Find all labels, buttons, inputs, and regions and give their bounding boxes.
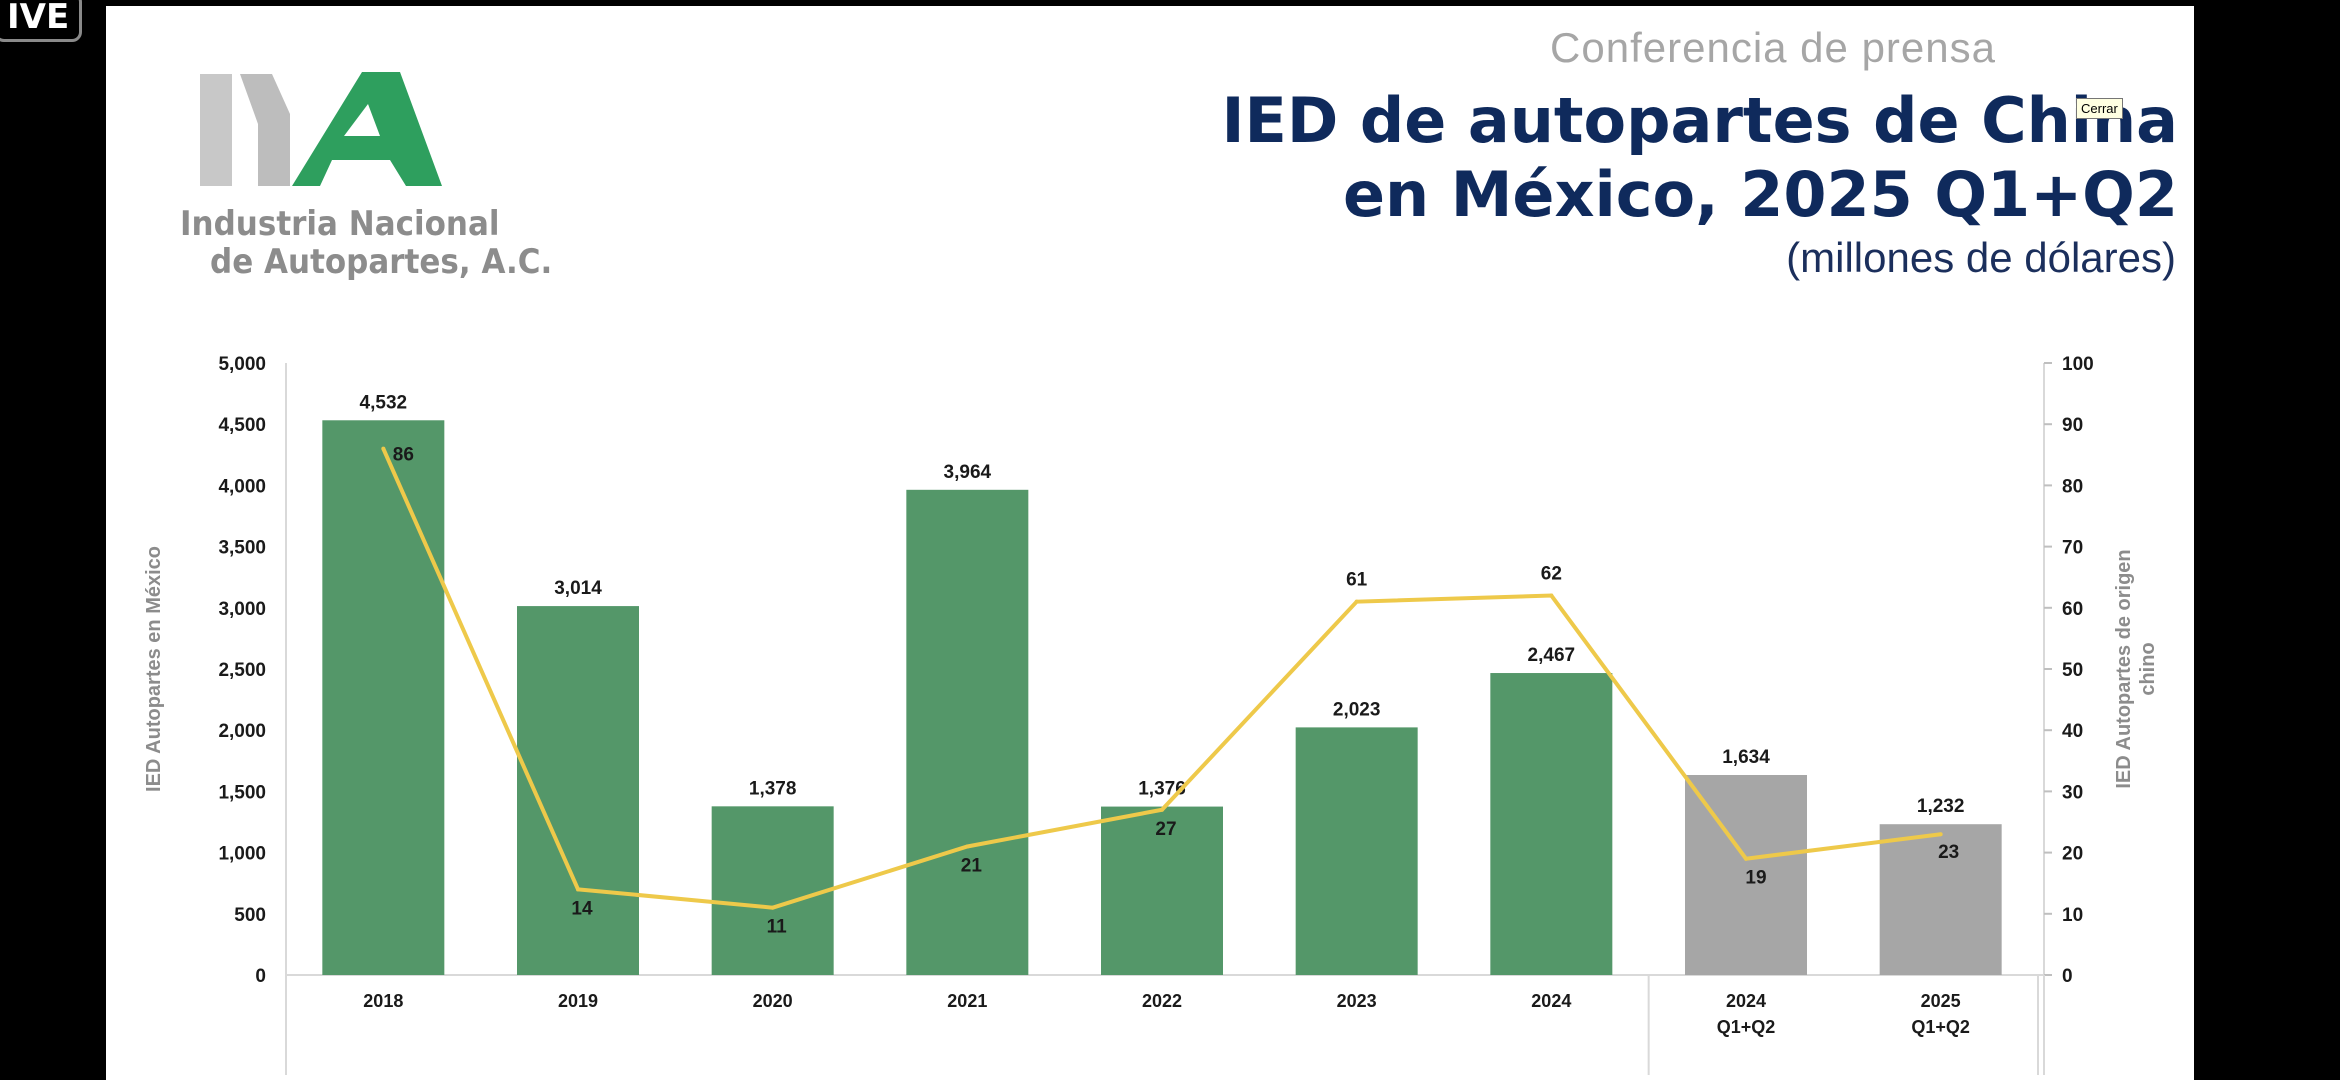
bar-value-label: 4,532 [360, 392, 408, 413]
y2-axis-title-line: IED Autopartes de origen [2113, 549, 2135, 788]
units-label: (millones de dólares) [1786, 234, 2176, 281]
bar [711, 806, 834, 975]
y-tick-label: 4,500 [218, 415, 266, 436]
bar-value-label: 3,014 [554, 578, 602, 599]
bar-value-label: 2,467 [1528, 645, 1576, 666]
line-value-label: 62 [1541, 564, 1562, 585]
line-point [965, 844, 970, 849]
slide-title-line2: en México, 2025 Q1+Q2 [1342, 158, 2178, 231]
line-value-label: 21 [961, 855, 983, 876]
line-point [1354, 599, 1359, 604]
x-tick-label: 2020 [753, 991, 793, 1011]
bar-value-label: 3,964 [944, 462, 992, 483]
y-tick-label: 500 [234, 905, 266, 926]
bar [1490, 673, 1613, 975]
y2-axis-title-line: chino [2137, 642, 2159, 695]
y2-tick-label: 50 [2062, 660, 2083, 681]
y-tick-label: 1,000 [218, 844, 266, 865]
y2-tick-label: 20 [2062, 844, 2083, 865]
x-tick-label: Q1+Q2 [1717, 1017, 1776, 1037]
y-tick-label: 3,000 [218, 599, 266, 620]
line-point [1549, 593, 1554, 598]
bar-value-label: 2,023 [1333, 699, 1381, 720]
y-axis-title: IED Autopartes en México [143, 546, 165, 792]
presentation-slide: Industria Nacional de Autopartes, A.C. C… [106, 6, 2194, 1080]
y2-tick-label: 70 [2062, 538, 2083, 559]
x-tick-label: Q1+Q2 [1911, 1017, 1970, 1037]
line-value-label: 23 [1938, 842, 1959, 863]
bar [1685, 774, 1807, 975]
line-value-label: 19 [1745, 868, 1766, 889]
x-tick-label: 2018 [363, 991, 403, 1011]
ina-logo: Industria Nacional de Autopartes, A.C. [180, 64, 620, 294]
x-tick-label: 2024 [1531, 991, 1571, 1011]
y2-tick-label: 10 [2062, 905, 2083, 926]
y2-tick-label: 30 [2062, 782, 2083, 803]
bar [1879, 824, 2002, 975]
x-tick-label: 2024 [1726, 991, 1766, 1011]
x-tick-label: 2021 [947, 991, 987, 1011]
ina-logo-mark [200, 72, 442, 186]
bar [517, 606, 639, 975]
y2-tick-label: 100 [2062, 354, 2094, 375]
y2-tick-label: 80 [2062, 476, 2083, 497]
line-point [576, 887, 580, 892]
line-point [1160, 807, 1164, 812]
slide-title-line1: IED de autopartes de China [1221, 84, 2178, 157]
fdi-chart: 05001,0001,5002,0002,5003,0003,5004,0004… [143, 354, 2159, 1075]
line-point [770, 905, 775, 910]
line-value-label: 14 [571, 898, 593, 919]
x-tick-label: 2022 [1142, 991, 1182, 1011]
y-tick-label: 1,500 [218, 782, 266, 803]
line-point [1744, 856, 1748, 861]
y2-tick-label: 60 [2062, 599, 2083, 620]
slide-subtitle: Conferencia de prensa [1550, 24, 1996, 71]
bar [1295, 727, 1418, 975]
close-tooltip: Cerrar [2076, 98, 2123, 119]
bar-value-label: 1,232 [1917, 796, 1965, 817]
line-value-label: 61 [1346, 570, 1368, 591]
live-badge: IVE [0, 0, 83, 42]
y2-tick-label: 40 [2062, 721, 2083, 742]
x-tick-label: 2019 [558, 991, 598, 1011]
line-value-label: 11 [767, 917, 788, 938]
x-tick-label: 2023 [1337, 991, 1377, 1011]
logo-text-line1: Industria Nacional [180, 204, 500, 244]
y-tick-label: 3,500 [218, 538, 266, 559]
bar-value-label: 1,378 [749, 778, 797, 799]
y-tick-label: 0 [255, 966, 266, 987]
y-tick-label: 4,000 [218, 476, 266, 497]
line-point [1938, 832, 1943, 837]
line-value-label: 27 [1155, 819, 1176, 840]
bar [322, 420, 445, 975]
y2-tick-label: 0 [2062, 966, 2073, 987]
bar [906, 489, 1029, 975]
bar [1101, 806, 1223, 975]
y-tick-label: 5,000 [218, 354, 266, 375]
y-tick-label: 2,500 [218, 660, 266, 681]
line-point [381, 446, 386, 451]
bar-value-label: 1,634 [1722, 747, 1770, 768]
y2-tick-label: 90 [2062, 415, 2083, 436]
x-tick-label: 2025 [1921, 991, 1961, 1011]
line-value-label: 86 [393, 445, 414, 466]
logo-text-line2: de Autopartes, A.C. [210, 242, 553, 282]
y-tick-label: 2,000 [218, 721, 266, 742]
